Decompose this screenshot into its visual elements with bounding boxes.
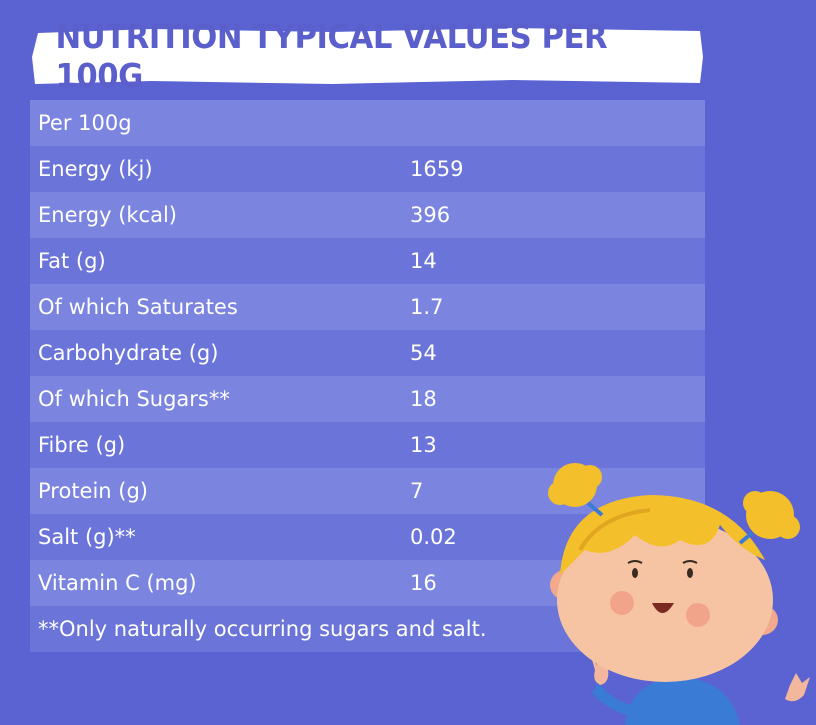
table-row: Energy (kj) 1659 (30, 146, 705, 192)
header-label: Per 100g (38, 111, 132, 135)
nutrient-value: 13 (410, 433, 437, 457)
table-row: Of which Saturates 1.7 (30, 284, 705, 330)
table-row: Fibre (g) 13 (30, 422, 705, 468)
nutrient-value: 1.7 (410, 295, 444, 319)
nutrient-name: Fibre (g) (38, 433, 126, 457)
nutrient-name: Fat (g) (38, 249, 106, 273)
nutrient-value: 54 (410, 341, 437, 365)
title-banner: NUTRITION TYPICAL VALUES PER 100G (32, 17, 704, 95)
page-title: NUTRITION TYPICAL VALUES PER 100G (55, 17, 608, 95)
footnote: **Only naturally occurring sugars and sa… (38, 617, 487, 641)
nutrient-name: Energy (kcal) (38, 203, 177, 227)
table-header-row: Per 100g (30, 100, 705, 146)
nutrient-value: 7 (410, 479, 424, 503)
nutrient-name: Salt (g)** (38, 525, 136, 549)
nutrient-name: Carbohydrate (g) (38, 341, 219, 365)
nutrient-value: 1659 (410, 157, 464, 181)
table-row: Energy (kcal) 396 (30, 192, 705, 238)
nutrition-table: Per 100g Energy (kj) 1659 Energy (kcal) … (30, 100, 705, 652)
nutrient-name: Of which Saturates (38, 295, 238, 319)
nutrient-name: Of which Sugars** (38, 387, 230, 411)
nutrient-name: Energy (kj) (38, 157, 153, 181)
nutrient-value: 14 (410, 249, 437, 273)
nutrient-value: 0.02 (410, 525, 457, 549)
table-row: Of which Sugars** 18 (30, 376, 705, 422)
nutrient-name: Protein (g) (38, 479, 149, 503)
child-illustration (548, 463, 810, 725)
nutrient-value: 396 (410, 203, 451, 227)
nutrient-value: 16 (410, 571, 437, 595)
banner-shape (32, 28, 703, 84)
table-row: Carbohydrate (g) 54 (30, 330, 705, 376)
nutrient-value: 18 (410, 387, 437, 411)
table-row: Fat (g) 14 (30, 238, 705, 284)
nutrient-name: Vitamin C (mg) (38, 571, 197, 595)
